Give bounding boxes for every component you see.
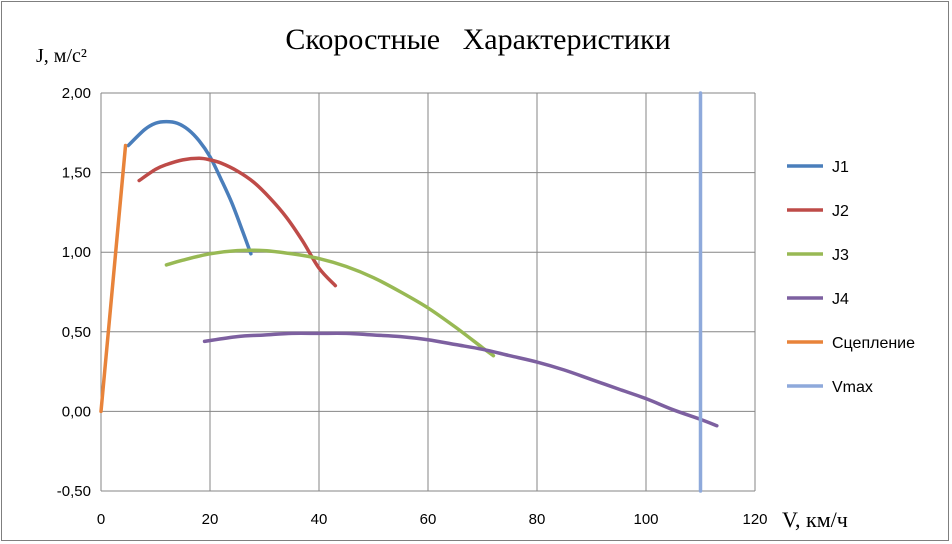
y-tick-label: 1,50: [62, 165, 91, 182]
y-tick-label: 2,00: [62, 85, 91, 102]
x-tick-label: 20: [202, 511, 219, 528]
x-tick-label: 0: [97, 511, 105, 528]
legend-label-vmax: Vmax: [832, 379, 873, 396]
legend-label-j4: J4: [832, 291, 849, 308]
x-axis-title: V, км/ч: [782, 507, 848, 532]
y-tick-label: -0,50: [57, 483, 91, 500]
x-tick-label: 120: [742, 511, 767, 528]
y-tick-label: 0,00: [62, 403, 91, 420]
y-tick-label: 0,50: [62, 324, 91, 341]
legend-label-j2: J2: [832, 203, 849, 220]
grid-lines: [100, 92, 756, 492]
series-line-j2: [137, 156, 338, 288]
x-tick-label: 40: [311, 511, 328, 528]
x-tick-label: 100: [633, 511, 658, 528]
series-line-j4: [202, 331, 719, 428]
y-axis-title: J, м/с²: [36, 45, 87, 67]
x-tick-label: 80: [529, 511, 546, 528]
legend: J1 J2 J3 J4 Сцепление Vmax: [787, 159, 915, 396]
series-line-j1: [126, 119, 253, 256]
series-line-сцепление: [99, 143, 128, 414]
legend-label-j3: J3: [832, 247, 849, 264]
series-line-j3: [164, 248, 496, 358]
legend-label-j1: J1: [832, 159, 849, 176]
y-tick-label: 1,00: [62, 244, 91, 261]
series-layer: [99, 91, 719, 493]
tick-labels: -0,50 0,00 0,50 1,00 1,50 2,00 0 20 40 60 80 100 120: [57, 85, 768, 528]
chart-title: Скоростные Характеристики: [285, 23, 670, 56]
legend-label-сцепление: Сцепление: [832, 335, 915, 352]
x-tick-label: 60: [420, 511, 437, 528]
